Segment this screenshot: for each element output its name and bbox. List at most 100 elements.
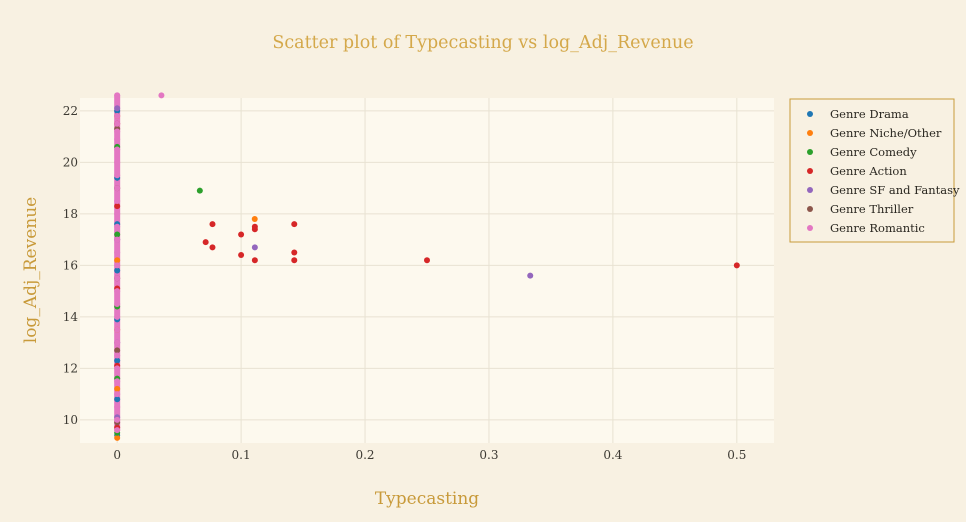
legend-item-genre-drama[interactable]: Genre Drama (807, 107, 909, 121)
point-genre-niche-other[interactable] (251, 216, 258, 223)
point-genre-romantic[interactable] (114, 427, 121, 434)
y-tick-label: 22 (63, 104, 78, 118)
legend-label: Genre Thriller (830, 202, 914, 216)
x-tick-label: 0.2 (355, 448, 374, 462)
legend-item-genre-romantic[interactable]: Genre Romantic (807, 221, 925, 235)
point-genre-romantic[interactable] (114, 288, 121, 295)
legend-box (789, 98, 955, 243)
point-genre-action[interactable] (733, 262, 740, 269)
point-genre-action[interactable] (291, 249, 298, 256)
point-genre-romantic[interactable] (114, 236, 121, 243)
point-genre-romantic[interactable] (114, 275, 121, 282)
point-genre-romantic[interactable] (114, 326, 121, 333)
legend-label: Genre Drama (830, 107, 909, 121)
x-axis-label: Typecasting (375, 489, 479, 509)
legend-item-genre-thriller[interactable]: Genre Thriller (807, 202, 914, 216)
legend-marker (807, 130, 813, 136)
point-genre-sf-and-fantasy[interactable] (527, 272, 534, 279)
y-tick-label: 16 (63, 258, 78, 272)
point-genre-action[interactable] (209, 244, 216, 251)
legend-item-genre-sf-and-fantasy[interactable]: Genre SF and Fantasy (807, 183, 960, 197)
point-genre-action[interactable] (251, 223, 258, 230)
point-genre-niche-other[interactable] (114, 385, 121, 392)
y-tick-label: 18 (63, 207, 78, 221)
point-genre-drama[interactable] (114, 267, 121, 274)
point-genre-romantic[interactable] (114, 249, 121, 256)
point-genre-romantic[interactable] (114, 223, 121, 230)
point-genre-action[interactable] (238, 252, 245, 259)
legend-item-genre-niche-other[interactable]: Genre Niche/Other (807, 126, 942, 140)
y-axis-label: log_Adj_Revenue (21, 197, 41, 343)
x-tick-label: 0 (113, 448, 121, 462)
point-genre-action[interactable] (291, 221, 298, 228)
point-genre-romantic[interactable] (114, 403, 121, 410)
point-genre-comedy[interactable] (196, 187, 203, 194)
x-tick-label: 0.4 (603, 448, 622, 462)
gridlines (80, 98, 774, 443)
point-genre-romantic[interactable] (114, 128, 121, 135)
point-genre-romantic[interactable] (114, 113, 121, 120)
data-points (114, 92, 740, 441)
point-genre-action[interactable] (251, 257, 258, 264)
chart-title: Scatter plot of Typecasting vs log_Adj_R… (272, 33, 693, 53)
point-genre-drama[interactable] (114, 396, 121, 403)
point-genre-action[interactable] (424, 257, 430, 264)
point-genre-romantic[interactable] (114, 339, 121, 346)
legend-marker (807, 168, 813, 174)
tick-labels: 0 0.1 0.2 0.3 0.4 0.5 10 12 14 16 18 20 22 (63, 104, 747, 462)
legend-label: Genre Comedy (830, 145, 917, 159)
point-genre-romantic[interactable] (114, 185, 121, 192)
legend-marker (807, 187, 813, 193)
point-genre-romantic[interactable] (114, 172, 121, 179)
point-genre-niche-other[interactable] (114, 257, 121, 264)
point-genre-romantic[interactable] (114, 120, 121, 127)
point-genre-romantic[interactable] (114, 391, 121, 398)
point-genre-sf-and-fantasy[interactable] (251, 244, 258, 251)
legend-marker (807, 111, 813, 117)
point-genre-niche-other[interactable] (114, 434, 121, 441)
point-genre-romantic[interactable] (114, 352, 121, 359)
point-genre-romantic[interactable] (114, 313, 121, 320)
legend-marker (807, 206, 813, 212)
y-tick-label: 14 (63, 310, 79, 324)
y-tick-label: 12 (63, 361, 78, 375)
legend-label: Genre Niche/Other (830, 126, 942, 140)
point-genre-romantic[interactable] (114, 378, 121, 385)
point-genre-romantic[interactable] (114, 365, 121, 372)
legend[interactable]: Genre Drama Genre Niche/Other Genre Comedy… (789, 98, 960, 243)
legend-label: Genre SF and Fantasy (830, 183, 960, 197)
point-genre-romantic[interactable] (114, 159, 121, 166)
plot-area (80, 98, 774, 443)
y-tick-label: 20 (63, 155, 78, 169)
legend-marker (807, 149, 813, 155)
point-genre-comedy[interactable] (114, 231, 121, 238)
point-genre-sf-and-fantasy[interactable] (114, 105, 121, 112)
x-tick-label: 0.1 (232, 448, 251, 462)
point-genre-romantic[interactable] (114, 146, 121, 153)
point-genre-romantic[interactable] (158, 92, 165, 99)
legend-label: Genre Romantic (830, 221, 925, 235)
point-genre-action[interactable] (202, 239, 209, 246)
point-genre-action[interactable] (209, 221, 216, 228)
point-genre-action[interactable] (238, 231, 245, 238)
point-genre-romantic[interactable] (114, 136, 121, 143)
point-genre-romantic[interactable] (114, 262, 121, 269)
legend-marker (807, 225, 813, 231)
point-genre-drama[interactable] (114, 357, 121, 364)
point-genre-romantic[interactable] (114, 300, 121, 307)
x-tick-label: 0.5 (727, 448, 746, 462)
legend-label: Genre Action (830, 164, 907, 178)
point-genre-romantic[interactable] (114, 416, 121, 423)
y-tick-label: 10 (63, 413, 78, 427)
legend-item-genre-action[interactable]: Genre Action (807, 164, 907, 178)
point-genre-romantic[interactable] (114, 92, 121, 99)
x-tick-label: 0.3 (479, 448, 498, 462)
point-genre-action[interactable] (114, 203, 121, 210)
point-genre-romantic[interactable] (114, 197, 121, 204)
legend-item-genre-comedy[interactable]: Genre Comedy (807, 145, 917, 159)
point-genre-romantic[interactable] (114, 210, 121, 217)
point-genre-thriller[interactable] (114, 347, 121, 354)
point-genre-action[interactable] (291, 257, 298, 264)
